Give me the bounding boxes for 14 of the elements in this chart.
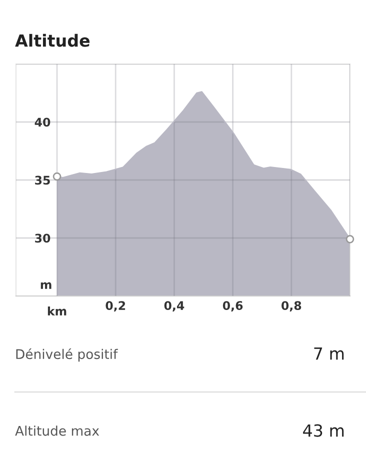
x-axis-title: km (48, 306, 66, 316)
x-tick-label: 0,8 (282, 301, 302, 312)
y-tick-label: 35 (35, 176, 50, 185)
x-tick-label: 0,4 (164, 301, 184, 312)
text: Altitude max (15, 426, 100, 436)
chart-title: Altitude (15, 34, 90, 47)
y-axis-title: m (40, 282, 52, 289)
x-tick-label: 0,6 (222, 301, 243, 312)
text: 43 m (303, 424, 344, 437)
text: 7 m (314, 347, 344, 360)
y-tick-label: 30 (35, 234, 50, 243)
text: Dénivelé positif (16, 348, 118, 362)
x-tick-label: 0,2 (106, 301, 126, 312)
y-tick-label: 40 (34, 118, 50, 127)
